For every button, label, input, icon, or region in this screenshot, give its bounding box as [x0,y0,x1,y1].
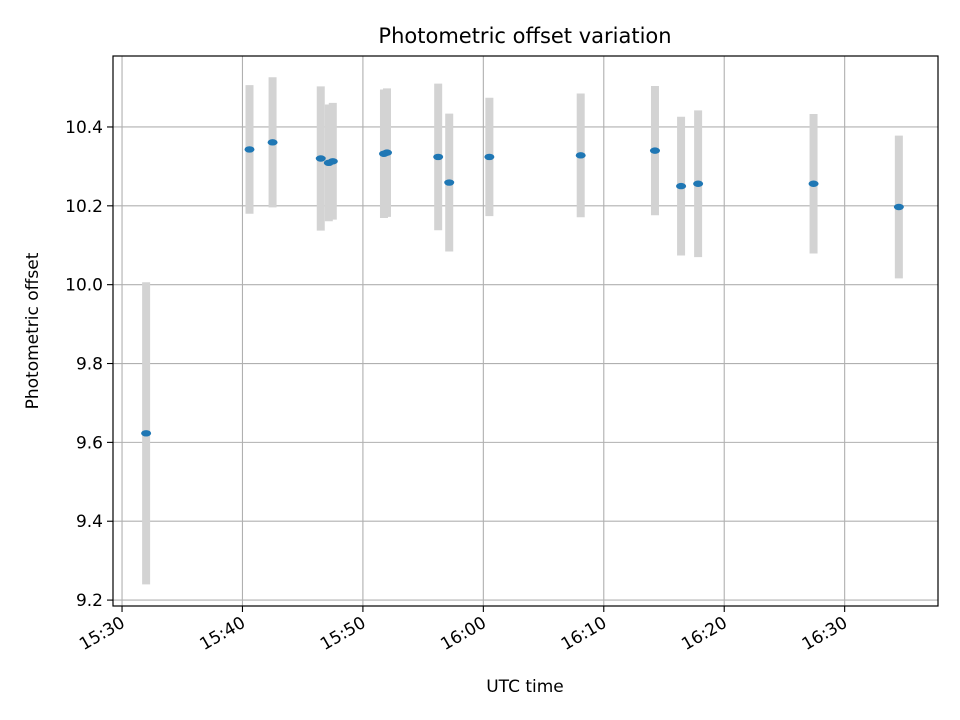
data-point [141,430,152,437]
data-point [676,182,687,190]
data-point [808,180,819,187]
chart-title: Photometric offset variation [378,24,671,48]
y-tick-label: 10.0 [65,276,103,296]
data-point [327,158,338,165]
y-tick-label: 9.6 [76,433,103,453]
data-points [141,139,904,437]
data-point [484,153,495,161]
y-tick-label: 9.2 [76,591,103,611]
data-point [444,179,455,186]
y-tick-label: 10.2 [65,197,103,217]
y-tick-label: 9.4 [76,512,103,532]
y-axis-title: Photometric offset [23,252,43,409]
y-tick-label: 10.4 [65,118,103,138]
data-point [315,155,326,162]
data-point [244,146,255,153]
data-point [693,180,704,187]
data-point [381,149,392,156]
y-tick-label: 9.8 [76,355,103,375]
plot-frame [112,55,939,607]
data-point [649,147,660,154]
data-point [893,203,904,211]
x-axis-title: UTC time [486,677,564,697]
grid [113,56,938,606]
data-point [575,152,586,159]
data-point [433,153,444,161]
data-point [267,139,278,146]
